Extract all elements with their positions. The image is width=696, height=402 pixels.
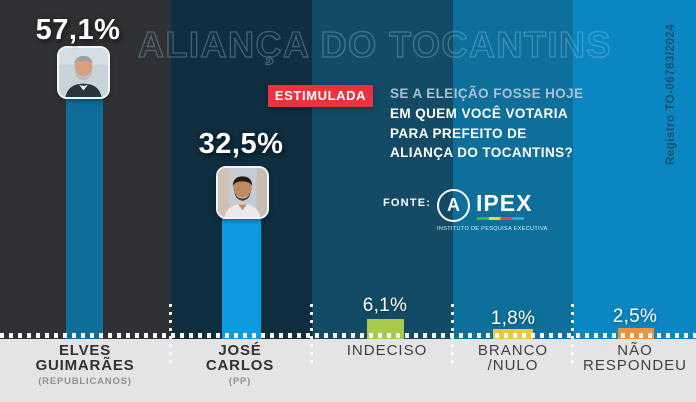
bar-elves-guimaraes [66,97,103,339]
category-name: NÃO [617,342,653,359]
dotted-separator-4 [571,304,574,366]
dotted-baseline [0,333,696,338]
category-name: BRANCO [477,342,549,359]
value-label-branco-nulo: 1,8% [490,308,536,329]
candidate-name: GUIMARÃES [35,357,135,374]
category-name: RESPONDEU [582,357,688,374]
category-label-indeciso: INDECISO [307,343,467,358]
dotted-separator-3 [451,304,454,366]
candidate-photo-elves [57,46,110,99]
category-label-nao-respondeu: NÃO RESPONDEU [555,343,696,373]
candidate-name: JOSÉ [218,342,262,359]
estimulada-badge: ESTIMULADA [268,85,373,107]
watermark-city-name: ALIANÇA DO TOCANTINS [137,23,612,65]
ipex-logo-text: IPEX [476,190,533,216]
question-line-4: ALIANÇA DO TOCANTINS? [390,145,574,161]
bar-jose-carlos [222,218,261,339]
candidate-party: (REPUBLICANOS) [38,376,132,387]
category-label-elves: ELVES GUIMARÃES (REPUBLICANOS) [5,343,165,387]
ipex-logo-icon: A [437,189,470,222]
category-label-jose: JOSÉ CARLOS (PP) [160,343,320,387]
dotted-separator-1 [169,304,172,366]
ipex-logo-underline [477,217,524,220]
category-name: INDECISO [346,342,428,359]
value-label-indeciso: 6,1% [362,295,408,316]
value-label-jose: 32,5% [198,128,284,160]
footer-label-band [0,339,696,402]
elves-portrait-illustration [59,48,108,97]
poll-question: SE A ELEIÇÃO FOSSE HOJE EM QUEM VOCÊ VOT… [390,84,650,163]
candidate-party: (PP) [228,376,252,387]
dotted-separator-2 [310,304,313,366]
ipex-logo-subtitle: INSTITUTO DE PESQUISA EXECUTIVA [437,226,548,232]
candidate-name: CARLOS [205,357,275,374]
value-label-nao-respondeu: 2,5% [612,306,658,327]
category-label-branco-nulo: BRANCO /NULO [433,343,593,373]
jose-portrait-illustration [218,168,267,217]
source-label: FONTE: [383,197,432,209]
candidate-name: ELVES [58,342,112,359]
registry-number: Registro TO-06783/2024 [665,23,677,165]
category-name: /NULO [487,357,539,374]
question-line-1: SE A ELEIÇÃO FOSSE HOJE [390,86,584,101]
question-line-2: EM QUEM VOCÊ VOTARIA [390,105,569,121]
question-line-3: PARA PREFEITO DE [390,125,527,141]
value-label-elves: 57,1% [35,14,121,46]
candidate-photo-jose [216,166,269,219]
